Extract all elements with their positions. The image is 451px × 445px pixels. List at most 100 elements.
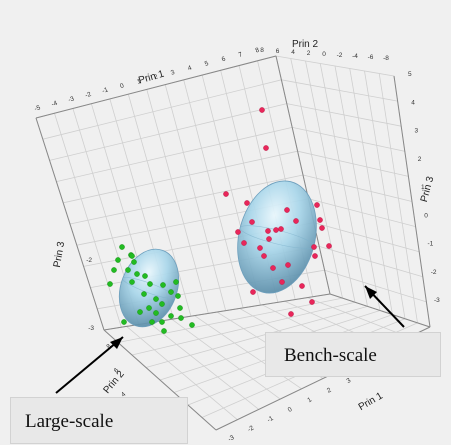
prin1-tick-label: 6 (221, 55, 227, 63)
prin1-axis-title: Prin 1 (137, 69, 166, 87)
prin1-front-axis-title: Prin 1 (357, 390, 386, 413)
prin3-axis-title-right: Prin 3 (419, 175, 436, 204)
bench-scale-point (311, 244, 317, 250)
right-wall-grid-line (313, 222, 420, 253)
prin1-front-tick-label: 0 (287, 406, 294, 414)
large-scale-point (153, 310, 159, 316)
bench-scale-point (235, 229, 241, 235)
prin2-axis-title: Prin 2 (292, 39, 319, 50)
prin2-front-tick-label: 4 (120, 391, 128, 399)
arrowhead-large-scale (110, 337, 123, 349)
bench-scale-point (284, 207, 290, 213)
frame-edge (275, 55, 331, 295)
prin2-tick-label: 8 (260, 47, 264, 54)
prin3-tick-label: 2 (418, 156, 422, 163)
prin1-front-tick-label: 1 (306, 396, 313, 404)
floor-grid-line (131, 301, 356, 356)
large-scale-point (146, 305, 152, 311)
prin1-tick-label: 3 (170, 69, 176, 77)
prin3-left-tick-label: -3 (88, 325, 94, 332)
bench-scale-point (261, 253, 267, 259)
prin1-front-tick-label: 2 (326, 387, 333, 395)
prin1-tick-label: -2 (84, 91, 92, 100)
large-scale-point (125, 267, 131, 273)
large-scale-point (161, 328, 167, 334)
large-scale-point (159, 301, 165, 307)
bench-scale-point (259, 107, 265, 113)
prin2-tick-label: -8 (383, 55, 389, 62)
prin1-tick-label: 4 (187, 64, 193, 72)
frame-edge (393, 75, 431, 328)
large-scale-point (147, 281, 153, 287)
large-scale-point (111, 267, 117, 273)
large-scale-point (160, 282, 166, 288)
back-wall-grid-line (49, 103, 287, 161)
prin2-tick-label: 2 (307, 50, 311, 57)
large-scale-point (159, 319, 165, 325)
prin3-tick-label: 3 (415, 128, 419, 135)
prin3-tick-label: -2 (431, 269, 437, 276)
bench-scale-point (326, 243, 332, 249)
bench-scale-label: Bench-scale (265, 332, 441, 377)
back-wall-grid-line (42, 79, 282, 140)
back-wall-grid-line (69, 174, 304, 225)
large-scale-point (129, 279, 135, 285)
prin2-tick-label: -4 (352, 53, 358, 60)
right-wall-grid-line (324, 269, 427, 303)
floor-grid-line (117, 297, 343, 343)
bench-scale-ellipsoid-body (237, 180, 317, 294)
large-scale-point (129, 253, 135, 259)
right-wall-grid-line (302, 174, 413, 202)
prin2-tick-label: 4 (291, 49, 295, 56)
prin2-tick-label: -6 (368, 54, 374, 61)
bench-scale-point (257, 245, 263, 251)
prin2-front-tick-label: 6 (113, 367, 121, 375)
back-wall-grid-line (56, 127, 293, 182)
bench-scale-ellipsoid (237, 180, 317, 294)
large-scale-point (121, 319, 127, 325)
prin1-front-tick-label: -3 (227, 434, 236, 443)
right-wall-grid-line (297, 150, 409, 177)
prin3-tick-label: -1 (428, 241, 434, 248)
prin1-tick-label: -4 (50, 100, 58, 109)
bench-scale-point (288, 311, 294, 317)
large-scale-point (149, 319, 155, 325)
large-scale-point (131, 259, 137, 265)
bench-scale-point (314, 202, 320, 208)
right-wall-grid-line (275, 55, 395, 77)
large-scale-point (178, 315, 184, 321)
prin2-tick-label: -2 (337, 52, 343, 59)
right-wall-grid-line (286, 103, 402, 127)
large-scale-point (168, 289, 174, 295)
prin1-tick-label: 7 (238, 51, 244, 59)
arrow-large-scale (55, 336, 124, 394)
bench-scale-point (319, 225, 325, 231)
prin1-tick-label: 0 (119, 82, 125, 90)
bench-scale-point (278, 226, 284, 232)
large-scale-point (134, 271, 140, 277)
prin1-tick-label: -5 (34, 104, 42, 113)
right-wall-grid-line (308, 198, 416, 227)
large-scale-point (141, 291, 147, 297)
bench-scale-point (270, 265, 276, 271)
bench-scale-point (263, 145, 269, 151)
large-scale-point (189, 322, 195, 328)
large-scale-point (119, 244, 125, 250)
bench-scale-point (249, 219, 255, 225)
prin3-tick-label: 0 (424, 212, 428, 219)
prin3-tick-label: -3 (434, 297, 440, 304)
prin1-tick-label: -3 (67, 95, 75, 104)
bench-scale-point (293, 218, 299, 224)
floor-grid-line (145, 305, 368, 368)
prin3-tick-label: 5 (408, 71, 412, 78)
bench-scale-text: Bench-scale (284, 345, 377, 366)
data-points (107, 107, 332, 334)
prin3-tick-label: 1 (421, 184, 425, 191)
bench-scale-point (309, 299, 315, 305)
arrowhead-bench-scale (365, 286, 377, 299)
large-scale-point (177, 305, 183, 311)
bench-scale-point (279, 279, 285, 285)
large-scale-point (115, 257, 121, 263)
prin3-tick-label: 4 (411, 99, 415, 106)
prin2-front-tick-label: 8 (105, 343, 113, 351)
